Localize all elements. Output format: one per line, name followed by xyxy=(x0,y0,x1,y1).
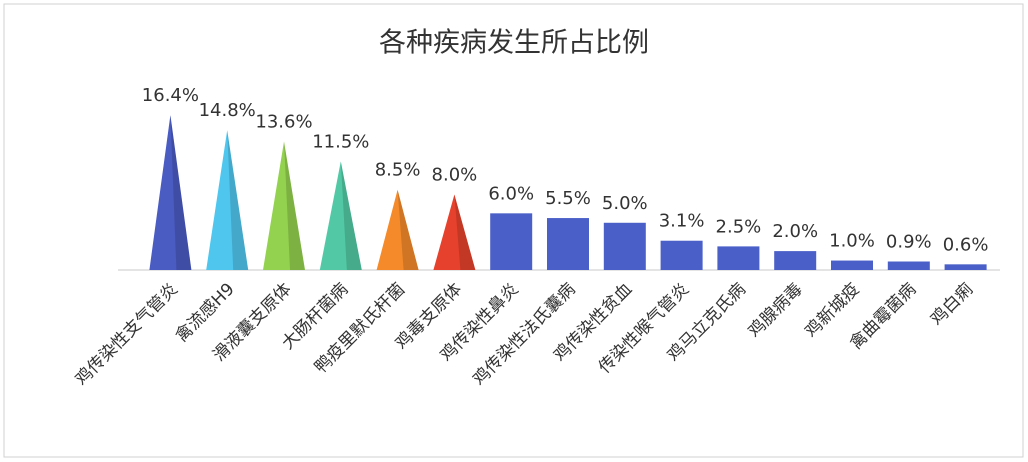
bar xyxy=(887,261,930,270)
pyramid-bar xyxy=(149,115,192,270)
pyramid-shade xyxy=(170,115,192,270)
pyramid-bar xyxy=(319,161,362,270)
value-label: 5.5% xyxy=(545,188,591,209)
value-label: 1.0% xyxy=(829,231,875,252)
bar xyxy=(547,218,589,270)
value-label: 14.8% xyxy=(199,100,256,121)
pyramid-bar xyxy=(263,141,305,270)
bar xyxy=(603,222,646,270)
bar xyxy=(944,264,987,270)
pyramid-bar xyxy=(376,189,419,270)
pyramid-bar xyxy=(433,194,476,270)
pyramid-shade xyxy=(284,141,305,270)
pyramid-shade xyxy=(454,194,476,270)
value-label: 2.5% xyxy=(716,216,762,237)
value-label: 0.9% xyxy=(886,232,932,253)
value-label: 16.4% xyxy=(142,85,199,106)
value-label: 0.6% xyxy=(943,234,989,255)
value-label: 8.5% xyxy=(375,160,421,181)
value-label: 13.6% xyxy=(255,112,312,133)
value-label: 2.0% xyxy=(772,221,818,242)
bar xyxy=(490,213,533,270)
pyramid-shade xyxy=(340,161,362,270)
value-label: 5.0% xyxy=(602,193,648,214)
bar xyxy=(831,260,873,270)
value-label: 8.0% xyxy=(432,164,478,185)
value-label: 3.1% xyxy=(659,211,705,232)
value-label: 11.5% xyxy=(312,131,369,152)
value-label: 6.0% xyxy=(488,183,534,204)
pyramid-shade xyxy=(397,189,419,270)
bar xyxy=(660,240,703,270)
bar xyxy=(774,251,817,270)
chart-title: 各种疾病发生所占比例 xyxy=(379,28,649,59)
pyramid-bar xyxy=(206,130,249,270)
bar xyxy=(717,246,760,270)
pyramid-shade xyxy=(227,130,249,270)
